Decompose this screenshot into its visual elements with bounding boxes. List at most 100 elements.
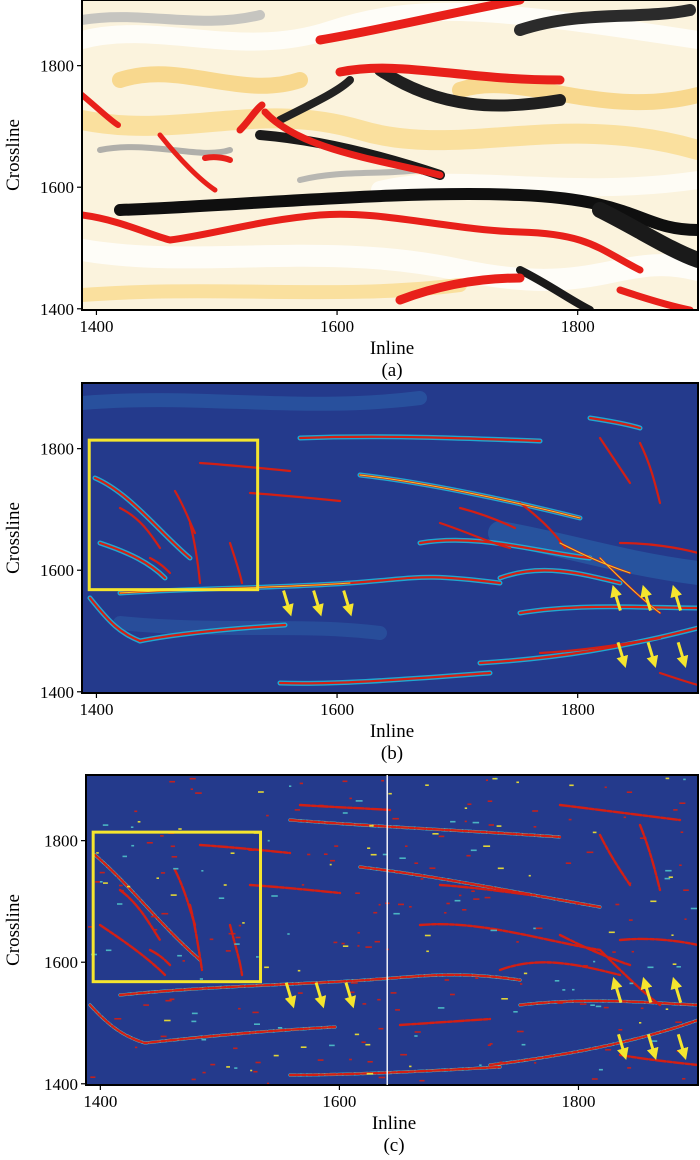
panel-c-frame bbox=[85, 774, 699, 1086]
x-axis-label: Inline bbox=[372, 1113, 416, 1134]
arrow-down-icon bbox=[344, 982, 356, 1009]
speckle-dot bbox=[392, 817, 399, 820]
speckle-dot bbox=[462, 909, 467, 911]
speckle-dot bbox=[117, 903, 123, 905]
y-tick-label: 1800 bbox=[44, 832, 78, 851]
speckle-dot bbox=[651, 1040, 658, 1042]
speckle-dot bbox=[369, 824, 374, 827]
speckle-dot bbox=[683, 778, 686, 781]
speckle-dot bbox=[300, 1046, 307, 1048]
speckle-dot bbox=[297, 969, 301, 972]
speckle-dot bbox=[592, 831, 597, 834]
speckle-dot bbox=[307, 853, 311, 856]
x-tick-label: 1800 bbox=[561, 1092, 595, 1111]
speckle-dot bbox=[604, 786, 607, 789]
speckle-dot bbox=[161, 912, 169, 915]
speckle-dot bbox=[377, 977, 383, 980]
speckle-dot bbox=[182, 960, 185, 962]
speckle-dot bbox=[287, 933, 290, 935]
speckle-dot bbox=[672, 963, 677, 965]
speckle-dot bbox=[233, 1047, 238, 1050]
speckle-dot bbox=[583, 965, 588, 967]
speckle-dot bbox=[96, 852, 99, 854]
speckle-dot bbox=[382, 853, 387, 856]
speckle-dot bbox=[565, 862, 572, 864]
x-tick-label: 1400 bbox=[79, 700, 113, 719]
speckle-dot bbox=[255, 1061, 261, 1064]
speckle-dot bbox=[341, 942, 345, 945]
speckle-dot bbox=[349, 1058, 352, 1061]
panel-c-axes: 1400 1600 1800 1400 1600 1800 Inline Crossline (… bbox=[3, 832, 595, 1156]
speckle-dot bbox=[665, 869, 672, 872]
speckle-dot bbox=[420, 878, 424, 880]
speckle-dot bbox=[664, 877, 671, 880]
speckle-dot bbox=[230, 852, 235, 854]
speckle-dot bbox=[492, 777, 497, 780]
speckle-dot bbox=[297, 992, 303, 994]
speckle-dot bbox=[615, 903, 620, 906]
speckle-dot bbox=[225, 950, 231, 952]
speckle-dot bbox=[400, 1053, 407, 1056]
speckle-dot bbox=[590, 1004, 595, 1006]
speckle-dot bbox=[164, 1019, 171, 1022]
speckle-dot bbox=[612, 951, 616, 953]
speckle-dot bbox=[267, 839, 270, 842]
speckle-dot bbox=[289, 785, 292, 787]
speckle-dot bbox=[253, 1070, 258, 1073]
arrow-up-icon bbox=[670, 976, 683, 1004]
speckle-dot bbox=[105, 949, 112, 952]
speckle-dot bbox=[639, 837, 647, 839]
arrow-up-icon bbox=[610, 976, 623, 1004]
speckle-dot bbox=[501, 998, 508, 1000]
panel-label: (a) bbox=[381, 360, 402, 381]
speckle-dot bbox=[349, 797, 352, 800]
speckle-dot bbox=[134, 810, 138, 813]
speckle-dot bbox=[628, 882, 632, 884]
y-axis-label: Crossline bbox=[3, 894, 24, 966]
arrow-down-icon bbox=[314, 982, 327, 1009]
speckle-dot bbox=[623, 962, 627, 965]
speckle-dot bbox=[568, 818, 572, 821]
speckle-dot bbox=[348, 991, 355, 994]
speckle-dot bbox=[189, 777, 196, 780]
x-tick-label: 1600 bbox=[320, 700, 354, 719]
speckle-dot bbox=[605, 1049, 612, 1051]
speckle-dot bbox=[177, 954, 182, 957]
speckle-dot bbox=[170, 845, 175, 848]
speckle-dot bbox=[490, 929, 497, 932]
speckle-dot bbox=[223, 884, 227, 886]
speckle-dot bbox=[342, 780, 348, 783]
speckle-dot bbox=[95, 881, 101, 883]
speckle-dot bbox=[103, 882, 108, 884]
panel-b-overlay bbox=[87, 438, 689, 669]
x-axis-label: Inline bbox=[370, 721, 414, 742]
speckle-dot bbox=[631, 950, 634, 953]
speckle-dot bbox=[466, 854, 471, 857]
y-tick-label: 1800 bbox=[40, 57, 74, 76]
speckle-dot bbox=[629, 982, 634, 985]
speckle-dot bbox=[409, 1065, 412, 1068]
speckle-dot bbox=[90, 1076, 96, 1078]
speckle-dot bbox=[479, 1064, 482, 1066]
arrow-up-icon bbox=[640, 584, 652, 612]
speckle-dot bbox=[409, 906, 412, 908]
speckle-dot bbox=[256, 956, 259, 958]
speckle-dot bbox=[377, 998, 381, 1001]
speckle-dot bbox=[496, 825, 502, 827]
panel-a: 1400 1600 1800 1400 1600 1800 Inline Crossline (… bbox=[3, 0, 699, 381]
speckle-dot bbox=[429, 867, 436, 869]
panel-b: 1400 1600 1800 1400 1600 1800 Inline Crossline (… bbox=[3, 382, 699, 764]
speckle-dot bbox=[191, 1078, 196, 1081]
speckle-dot bbox=[464, 807, 468, 809]
speckle-dot bbox=[264, 966, 269, 969]
speckle-dot bbox=[252, 1011, 259, 1014]
speckle-dot bbox=[414, 862, 419, 864]
speckle-dot bbox=[595, 1005, 602, 1008]
speckle-dot bbox=[438, 835, 445, 838]
speckle-dot bbox=[603, 1006, 609, 1009]
speckle-dot bbox=[485, 779, 488, 781]
speckle-dot bbox=[199, 978, 203, 980]
y-tick-label: 1400 bbox=[40, 683, 74, 702]
x-tick-label: 1600 bbox=[322, 1092, 356, 1111]
speckle-dot bbox=[171, 856, 178, 858]
